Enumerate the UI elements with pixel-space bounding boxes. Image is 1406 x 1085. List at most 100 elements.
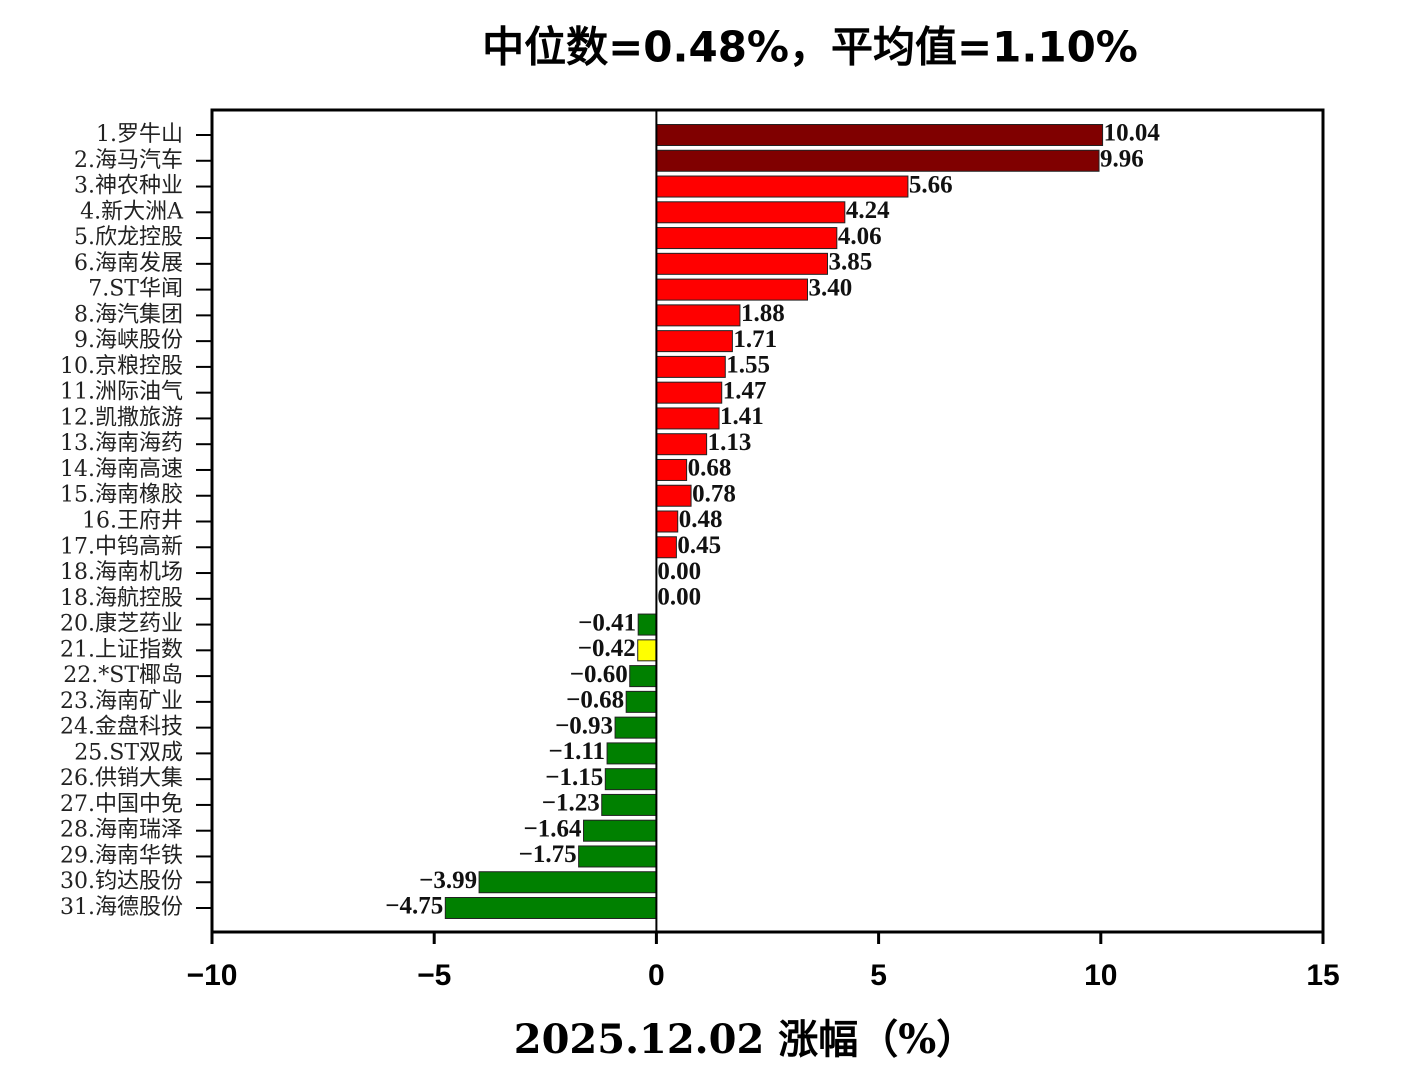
bar <box>444 897 657 919</box>
y-tick-label: 18.海航控股 <box>60 586 183 611</box>
bar <box>601 793 657 816</box>
x-tick-label: 5 <box>870 959 887 992</box>
y-tick-label: 23.海南矿业 <box>60 689 183 714</box>
bar <box>655 458 688 481</box>
bar <box>655 175 909 198</box>
y-tick-label: 15.海南橡胶 <box>60 483 183 508</box>
value-label: 0.68 <box>688 455 732 482</box>
bar <box>655 355 726 378</box>
y-tick-label: 27.中国中免 <box>60 792 183 817</box>
bar <box>655 227 838 250</box>
y-tick-label: 4.新大洲A <box>80 199 184 224</box>
value-label: 0.00 <box>657 584 701 611</box>
value-label: 1.71 <box>733 326 777 353</box>
y-tick-label: 1.罗牛山 <box>96 122 183 147</box>
bar <box>637 613 657 636</box>
chart-title: 中位数=0.48%，平均值=1.10% <box>482 23 1138 72</box>
value-label: −4.75 <box>385 893 443 920</box>
bar <box>478 871 657 894</box>
value-label: −0.60 <box>570 661 628 688</box>
x-tick-label: −10 <box>187 959 238 992</box>
x-axis-label: 2025.12.02 涨幅（%） <box>514 1016 976 1063</box>
x-tick-label: 0 <box>648 959 665 992</box>
value-label: 3.40 <box>808 274 852 301</box>
value-label: 0.48 <box>679 506 723 533</box>
bar <box>655 149 1100 172</box>
y-tick-label: 20.康芝药业 <box>60 612 183 637</box>
bar <box>655 484 692 507</box>
y-tick-label: 5.欣龙控股 <box>74 225 183 250</box>
value-label: 1.13 <box>708 429 752 456</box>
bar <box>655 304 741 327</box>
y-tick-label: 8.海汽集团 <box>74 302 183 327</box>
value-label: −1.11 <box>548 738 605 765</box>
value-label: −1.64 <box>524 815 582 842</box>
bar <box>655 381 723 404</box>
bar <box>655 278 808 301</box>
y-tick-label: 13.海南海药 <box>60 431 183 456</box>
y-tick-label: 18.海南机场 <box>60 560 183 585</box>
y-tick-label: 31.海德股份 <box>60 895 183 920</box>
value-label: 10.04 <box>1104 120 1161 147</box>
value-label: 0.78 <box>692 480 736 507</box>
value-label: −1.15 <box>545 764 603 791</box>
value-label: 4.24 <box>846 197 890 224</box>
x-tick-label: 15 <box>1306 959 1339 992</box>
bar <box>655 330 733 353</box>
value-label: 1.41 <box>720 403 764 430</box>
y-tick-label: 9.海峡股份 <box>74 328 183 353</box>
y-tick-label: 7.ST华闻 <box>88 277 183 302</box>
bar <box>583 819 657 842</box>
y-tick-label: 21.上证指数 <box>60 637 183 662</box>
y-tick-label: 14.海南高速 <box>60 457 183 482</box>
value-label: 1.88 <box>741 300 785 327</box>
y-tick-label: 22.*ST椰岛 <box>63 663 183 688</box>
value-label: 0.45 <box>677 532 721 559</box>
bar <box>655 510 679 533</box>
y-tick-label: 6.海南发展 <box>74 251 183 276</box>
value-label: −0.68 <box>566 687 624 714</box>
y-tick-label: 25.ST双成 <box>74 740 183 765</box>
bar <box>578 845 657 868</box>
x-tick-label: 10 <box>1084 959 1117 992</box>
y-tick-label: 24.金盘科技 <box>60 715 183 740</box>
y-tick-label: 26.供销大集 <box>60 766 183 791</box>
y-tick-label: 12.凯撒旅游 <box>60 405 183 430</box>
y-tick-label: 30.钧达股份 <box>60 869 183 894</box>
value-label: −1.75 <box>519 841 577 868</box>
y-tick-label: 3.神农种业 <box>74 174 183 199</box>
value-label: 3.85 <box>828 249 872 276</box>
bar <box>655 407 720 430</box>
value-label: 9.96 <box>1100 146 1144 173</box>
bar <box>625 690 657 713</box>
value-label: −3.99 <box>419 867 477 894</box>
y-tick-label: 17.中钨高新 <box>60 534 183 559</box>
x-tick-label: −5 <box>417 959 451 992</box>
bar <box>655 536 677 559</box>
y-tick-label: 2.海马汽车 <box>74 148 183 173</box>
bar <box>606 742 657 765</box>
bar <box>655 201 846 224</box>
bar <box>629 665 657 688</box>
value-label: 0.00 <box>657 558 701 585</box>
y-tick-label: 10.京粮控股 <box>60 354 183 379</box>
bar <box>655 433 708 456</box>
bar <box>637 639 657 662</box>
value-label: −0.42 <box>578 635 636 662</box>
bar <box>655 252 828 275</box>
value-label: 1.47 <box>723 377 767 404</box>
value-label: −0.41 <box>578 609 636 636</box>
value-label: 1.55 <box>726 352 770 379</box>
y-tick-label: 16.王府井 <box>82 509 183 534</box>
y-tick-label: 11.洲际油气 <box>60 380 183 405</box>
bar <box>604 768 657 791</box>
value-label: −1.23 <box>542 790 600 817</box>
bar <box>614 716 657 739</box>
y-tick-label: 29.海南华铁 <box>60 843 183 868</box>
bar <box>655 124 1104 146</box>
value-label: 4.06 <box>838 223 882 250</box>
value-label: −0.93 <box>555 712 613 739</box>
y-tick-label: 28.海南瑞泽 <box>60 818 183 843</box>
value-label: 5.66 <box>909 171 953 198</box>
